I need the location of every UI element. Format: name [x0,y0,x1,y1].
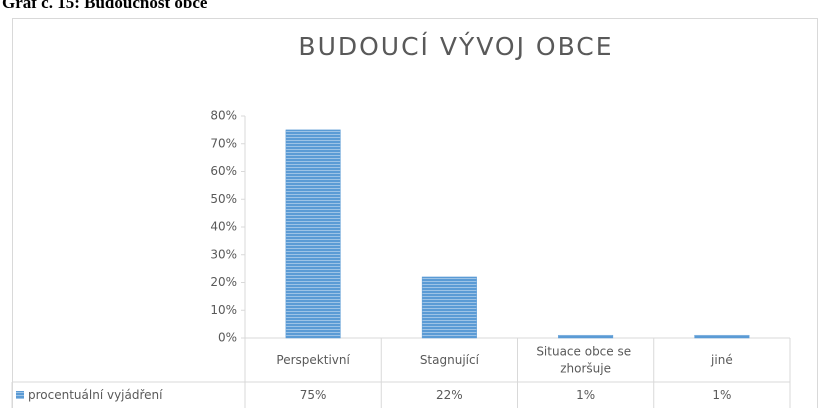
x-tick-label: Stagnující [420,353,480,367]
x-tick-label: Perspektivní [276,353,350,367]
chart-border [12,18,818,408]
y-tick-label: 10% [210,303,237,317]
bar [694,334,750,339]
x-tick-label: jiné [710,353,733,367]
y-tick-label: 40% [210,220,237,234]
table-value: 1% [712,388,731,402]
y-tick-label: 70% [210,136,237,150]
y-tick-label: 80% [210,109,237,123]
y-tick-label: 60% [210,164,237,178]
table-value: 1% [576,388,595,402]
table-value: 75% [300,388,327,402]
y-tick-label: 30% [210,247,237,261]
x-tick-label: Situace obce se zhoršuje [536,345,635,376]
y-tick-label: 20% [210,275,237,289]
legend-label: procentuální vyjádření [28,388,163,402]
chart-title: BUDOUCÍ VÝVOJ OBCE [298,32,613,61]
table-value: 22% [436,388,463,402]
y-tick-label: 50% [210,192,237,206]
y-tick-label: 0% [218,331,237,345]
bar [558,334,614,339]
caption: Graf č. 15: Budoucnost obce [2,0,208,12]
bar [285,129,341,339]
bar [421,276,477,339]
legend-swatch [16,391,24,399]
